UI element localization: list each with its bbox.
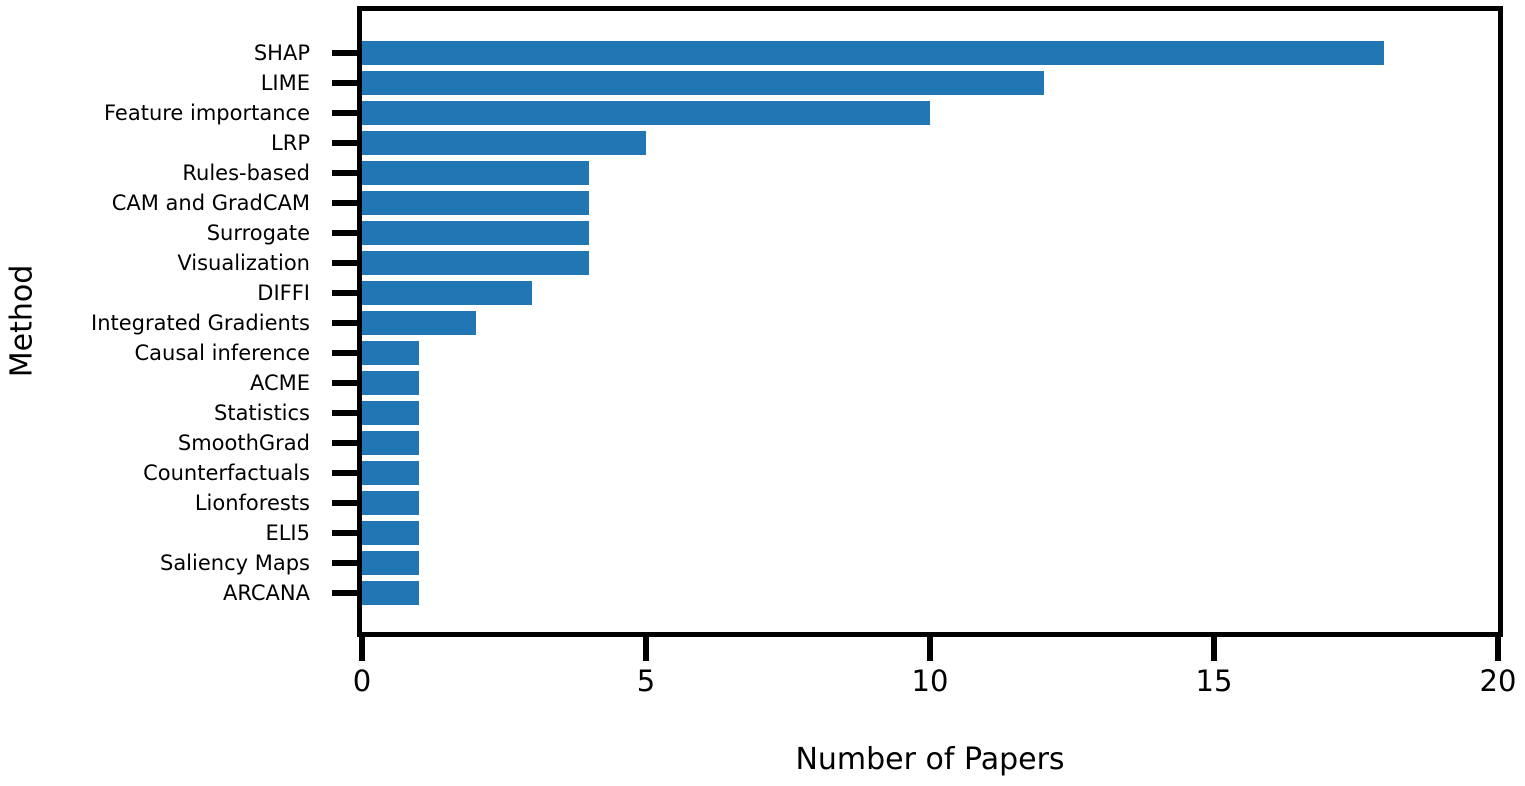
- y-tick-shap: [332, 50, 357, 56]
- y-tick-lime: [332, 80, 357, 86]
- x-tick-10: [927, 637, 933, 661]
- x-tick-5: [643, 637, 649, 661]
- y-tick-label-counterfactuals: Counterfactuals: [143, 461, 310, 485]
- bar-feature-importance: [362, 101, 930, 125]
- y-tick-counterfactuals: [332, 470, 357, 476]
- y-tick-label-saliency-maps: Saliency Maps: [159, 551, 310, 575]
- y-tick-visualization: [332, 260, 357, 266]
- y-tick-label-causal-inference: Causal inference: [134, 341, 311, 365]
- bar-visualization: [362, 251, 590, 275]
- bar-smoothgrad: [362, 431, 419, 455]
- y-tick-statistics: [332, 410, 357, 416]
- y-tick-label-surrogate: Surrogate: [206, 221, 310, 245]
- y-tick-integrated-gradients: [332, 320, 357, 326]
- y-tick-smoothgrad: [332, 440, 357, 446]
- bar-eli5: [362, 521, 419, 545]
- y-tick-rules-based: [332, 170, 357, 176]
- y-tick-lionforests: [332, 500, 357, 506]
- y-tick-saliency-maps: [332, 560, 357, 566]
- bar-cam-and-gradcam: [362, 191, 590, 215]
- y-tick-label-lrp: LRP: [271, 131, 310, 155]
- bar-lime: [362, 71, 1044, 95]
- bar-integrated-gradients: [362, 311, 476, 335]
- y-tick-cam-and-gradcam: [332, 200, 357, 206]
- y-tick-label-feature-importance: Feature importance: [103, 101, 310, 125]
- bar-causal-inference: [362, 341, 419, 365]
- bar-diffi: [362, 281, 533, 305]
- bar-lrp: [362, 131, 646, 155]
- y-tick-arcana: [332, 590, 357, 596]
- y-tick-label-arcana: ARCANA: [222, 581, 310, 605]
- bar-lionforests: [362, 491, 419, 515]
- y-tick-label-statistics: Statistics: [214, 401, 310, 425]
- x-axis-label: Number of Papers: [795, 742, 1065, 777]
- y-tick-label-eli5: ELI5: [265, 521, 310, 545]
- bar-saliency-maps: [362, 551, 419, 575]
- y-tick-causal-inference: [332, 350, 357, 356]
- y-tick-label-lime: LIME: [260, 71, 310, 95]
- y-tick-label-acme: ACME: [249, 371, 310, 395]
- y-tick-label-diffi: DIFFI: [257, 281, 310, 305]
- bar-shap: [362, 41, 1385, 65]
- bar-arcana: [362, 581, 419, 605]
- x-tick-label-20: 20: [1479, 664, 1517, 698]
- bar-rules-based: [362, 161, 590, 185]
- y-tick-acme: [332, 380, 357, 386]
- x-tick-15: [1211, 637, 1217, 661]
- x-tick-20: [1495, 637, 1501, 661]
- bar-counterfactuals: [362, 461, 419, 485]
- y-tick-label-lionforests: Lionforests: [194, 491, 310, 515]
- y-tick-label-integrated-gradients: Integrated Gradients: [91, 311, 310, 335]
- x-tick-label-15: 15: [1195, 664, 1233, 698]
- y-tick-lrp: [332, 140, 357, 146]
- x-tick-label-10: 10: [911, 664, 949, 698]
- y-tick-label-rules-based: Rules-based: [182, 161, 310, 185]
- x-tick-0: [359, 637, 365, 661]
- y-tick-label-cam-and-gradcam: CAM and GradCAM: [111, 191, 310, 215]
- bar-surrogate: [362, 221, 590, 245]
- y-tick-label-visualization: Visualization: [177, 251, 310, 275]
- y-tick-label-shap: SHAP: [253, 41, 310, 65]
- y-tick-feature-importance: [332, 110, 357, 116]
- y-tick-label-smoothgrad: SmoothGrad: [177, 431, 310, 455]
- y-tick-surrogate: [332, 230, 357, 236]
- bar-acme: [362, 371, 419, 395]
- y-tick-diffi: [332, 290, 357, 296]
- y-tick-eli5: [332, 530, 357, 536]
- x-tick-label-0: 0: [352, 664, 372, 698]
- plot-area: [357, 6, 1503, 637]
- bar-statistics: [362, 401, 419, 425]
- x-tick-label-5: 5: [636, 664, 656, 698]
